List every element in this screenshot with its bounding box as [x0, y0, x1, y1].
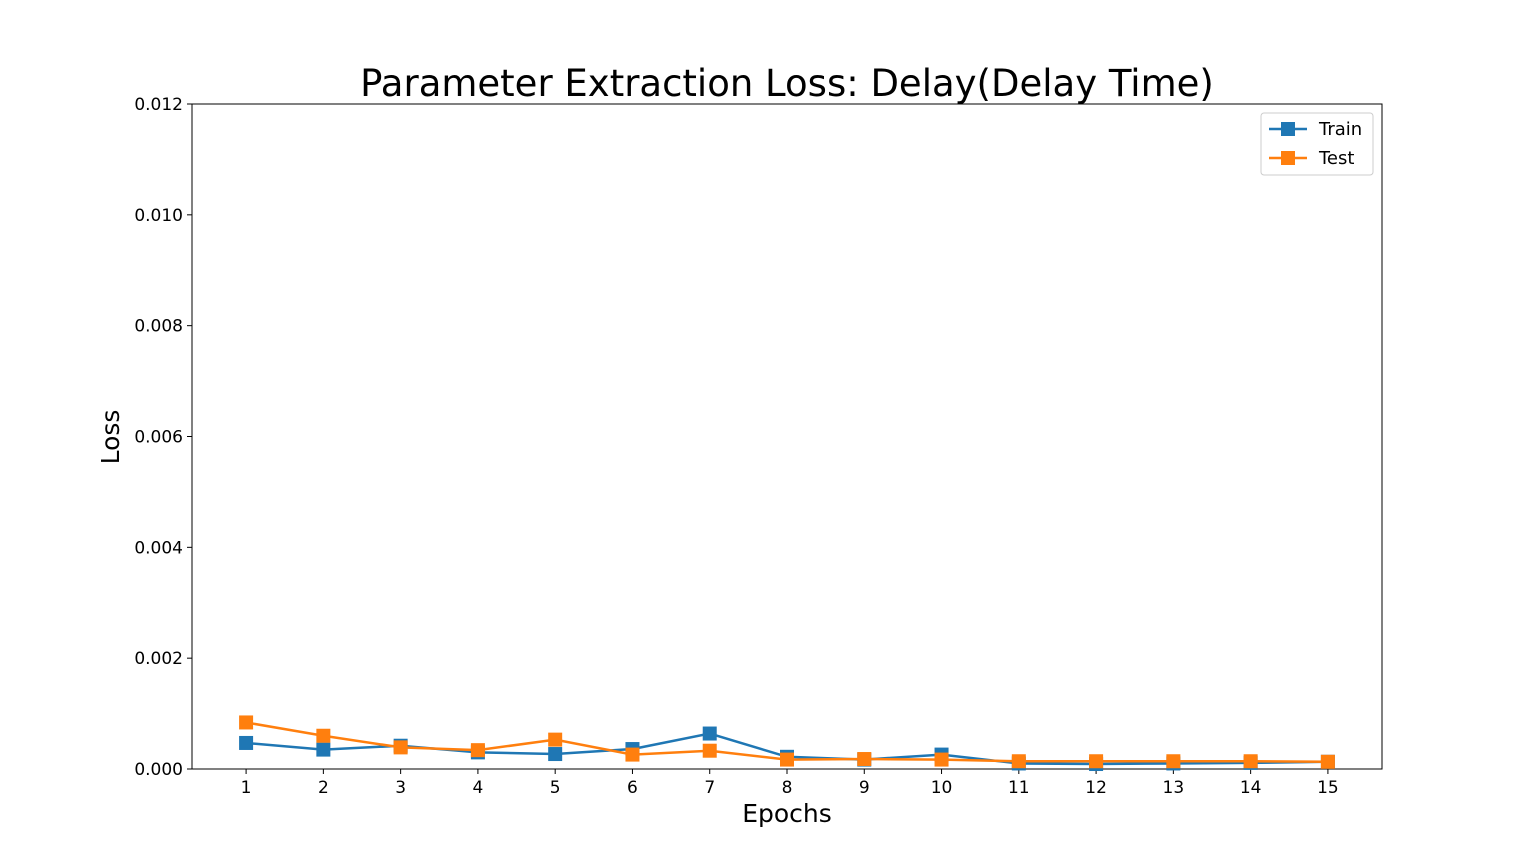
- data-point-test: [470, 743, 485, 758]
- x-axis-ticks: 1 2 3 4 5 6 7 8 9 10 11 12 13 14 15: [241, 769, 1339, 798]
- data-point-test: [1011, 754, 1026, 769]
- legend: Train Test: [1260, 112, 1374, 176]
- data-point-test: [316, 728, 331, 743]
- series-layer: [239, 715, 1335, 772]
- data-point-train: [239, 735, 254, 750]
- y-tick-label: 0.006: [134, 428, 183, 448]
- data-point-train: [548, 747, 563, 762]
- x-tick-label: 6: [627, 778, 638, 798]
- y-tick-label: 0.002: [134, 649, 183, 669]
- data-point-test: [934, 752, 949, 767]
- x-tick-label: 12: [1085, 778, 1107, 798]
- x-tick-label: 4: [472, 778, 483, 798]
- series-test: [239, 715, 1335, 769]
- legend-label: Test: [1318, 148, 1354, 169]
- y-tick-label: 0.000: [134, 760, 183, 780]
- data-point-test: [548, 732, 563, 747]
- x-tick-label: 1: [241, 778, 252, 798]
- x-tick-label: 3: [395, 778, 406, 798]
- x-tick-label: 14: [1240, 778, 1262, 798]
- data-point-test: [702, 743, 717, 758]
- x-tick-label: 5: [550, 778, 561, 798]
- x-axis-label: Epochs: [742, 799, 832, 828]
- legend-marker: [1281, 122, 1295, 136]
- legend-marker: [1281, 151, 1295, 165]
- x-tick-label: 2: [318, 778, 329, 798]
- data-point-test: [1166, 754, 1181, 769]
- x-tick-label: 7: [704, 778, 715, 798]
- x-tick-label: 8: [782, 778, 793, 798]
- data-point-train: [702, 726, 717, 741]
- data-point-test: [1243, 754, 1258, 769]
- data-point-test: [1320, 754, 1335, 769]
- x-tick-label: 11: [1008, 778, 1030, 798]
- legend-item-test: Test: [1269, 148, 1354, 169]
- data-point-test: [393, 740, 408, 755]
- y-tick-label: 0.010: [134, 206, 183, 226]
- x-tick-label: 9: [859, 778, 870, 798]
- plot-area-frame: [191, 103, 1383, 770]
- data-point-train: [316, 742, 331, 757]
- x-tick-label: 13: [1163, 778, 1185, 798]
- data-point-test: [780, 752, 794, 767]
- data-point-test: [1089, 754, 1104, 769]
- y-axis-label: Loss: [96, 410, 125, 465]
- data-point-test: [857, 752, 872, 767]
- data-point-test: [239, 715, 254, 730]
- legend-item-train: Train: [1269, 119, 1362, 140]
- x-tick-label: 10: [931, 778, 953, 798]
- x-tick-label: 15: [1317, 778, 1339, 798]
- chart-title: Parameter Extraction Loss: Delay(Delay T…: [360, 62, 1214, 105]
- y-axis-ticks: 0.000 0.002 0.004 0.006 0.008 0.010 0.012: [134, 95, 192, 780]
- y-tick-label: 0.012: [134, 95, 183, 115]
- data-point-test: [625, 747, 640, 762]
- legend-label: Train: [1318, 119, 1362, 140]
- y-tick-label: 0.008: [134, 317, 183, 337]
- y-tick-label: 0.004: [134, 538, 183, 558]
